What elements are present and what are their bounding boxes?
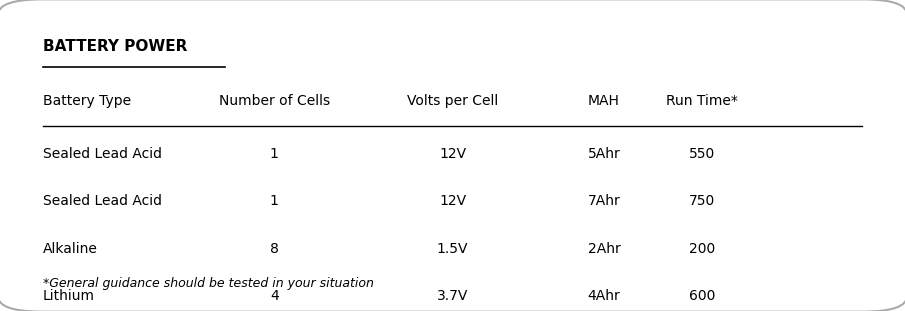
Text: BATTERY POWER: BATTERY POWER	[43, 39, 187, 54]
Text: 1: 1	[270, 147, 279, 161]
Text: 8: 8	[270, 242, 279, 256]
Text: 750: 750	[689, 194, 715, 208]
Text: Lithium: Lithium	[43, 289, 95, 303]
Text: 5Ahr: 5Ahr	[587, 147, 620, 161]
Text: 1: 1	[270, 194, 279, 208]
Text: MAH: MAH	[588, 94, 620, 108]
Text: Sealed Lead Acid: Sealed Lead Acid	[43, 147, 162, 161]
Text: Run Time*: Run Time*	[666, 94, 738, 108]
Text: 600: 600	[689, 289, 715, 303]
Text: 1.5V: 1.5V	[437, 242, 468, 256]
Text: 7Ahr: 7Ahr	[587, 194, 620, 208]
Text: 550: 550	[689, 147, 715, 161]
Text: 200: 200	[689, 242, 715, 256]
Text: 3.7V: 3.7V	[437, 289, 468, 303]
Text: Battery Type: Battery Type	[43, 94, 131, 108]
Text: 4: 4	[270, 289, 279, 303]
Text: Alkaline: Alkaline	[43, 242, 98, 256]
Text: Number of Cells: Number of Cells	[219, 94, 329, 108]
Text: 12V: 12V	[439, 194, 466, 208]
Text: *General guidance should be tested in your situation: *General guidance should be tested in yo…	[43, 277, 374, 290]
Text: Sealed Lead Acid: Sealed Lead Acid	[43, 194, 162, 208]
Text: 4Ahr: 4Ahr	[587, 289, 620, 303]
Text: 2Ahr: 2Ahr	[587, 242, 620, 256]
Text: 12V: 12V	[439, 147, 466, 161]
Text: Volts per Cell: Volts per Cell	[407, 94, 498, 108]
